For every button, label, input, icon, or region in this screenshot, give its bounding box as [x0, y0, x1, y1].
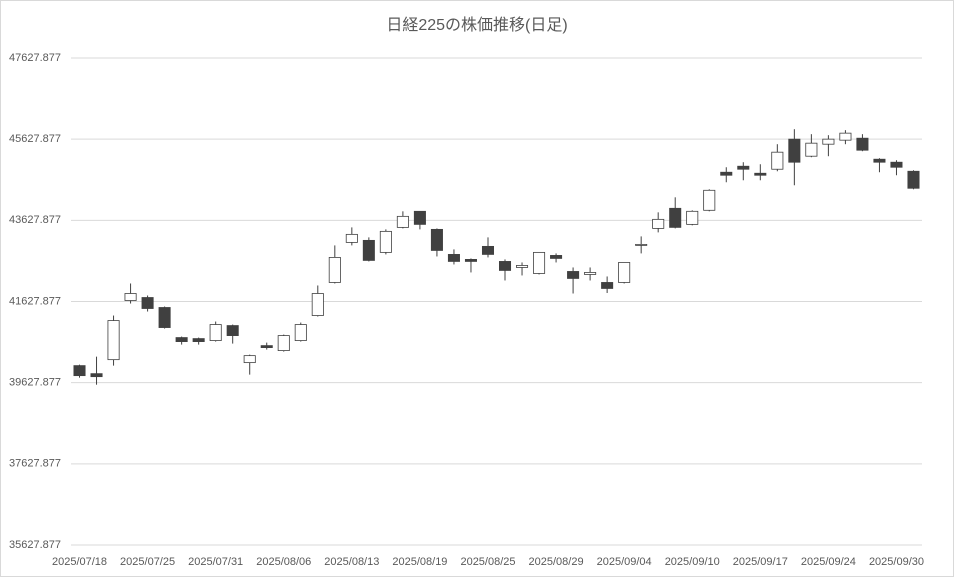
- x-tick-label: 2025/07/31: [188, 556, 243, 568]
- x-tick-label: 2025/08/13: [324, 556, 379, 568]
- chart-title: 日経225の株価推移(日足): [386, 16, 567, 34]
- candle-body: [737, 165, 750, 170]
- candle-body: [533, 251, 546, 274]
- candle-body: [686, 210, 699, 225]
- y-tick-label: 41627.877: [9, 295, 61, 307]
- candle-body: [652, 218, 665, 229]
- candle-body: [754, 172, 767, 176]
- candle-body: [481, 245, 495, 255]
- candle-body: [413, 210, 426, 225]
- candle-body: [226, 325, 239, 336]
- x-tick-label: 2025/09/10: [665, 556, 720, 568]
- x-tick-label: 2025/09/30: [869, 556, 924, 568]
- candle-body: [107, 320, 120, 361]
- candle-body: [277, 335, 290, 352]
- candle-body: [601, 282, 614, 289]
- candle-body: [584, 272, 597, 275]
- candle-body: [430, 228, 443, 251]
- candle-body: [771, 151, 784, 170]
- candle-body: [328, 257, 341, 283]
- y-tick-label: 37627.877: [9, 458, 61, 470]
- x-tick-label: 2025/07/18: [52, 556, 107, 568]
- candle-body: [243, 355, 256, 364]
- candle-body: [788, 138, 801, 163]
- candle-body: [720, 171, 733, 176]
- candle-body: [209, 324, 222, 341]
- candle-body: [873, 158, 886, 163]
- x-tick-label: 2025/08/29: [529, 556, 584, 568]
- x-tick-label: 2025/09/17: [733, 556, 788, 568]
- candle-body: [73, 365, 86, 377]
- candle-body: [90, 373, 103, 378]
- candle-body: [805, 142, 818, 157]
- candle-body: [703, 189, 716, 211]
- candle-body: [890, 161, 903, 168]
- y-tick-label: 39627.877: [9, 377, 61, 389]
- candle-body: [362, 239, 375, 261]
- candle-body: [550, 255, 563, 259]
- candle-body: [635, 243, 648, 246]
- candle-body: [175, 337, 188, 342]
- candle-body: [141, 297, 154, 309]
- candle-body: [839, 132, 852, 141]
- x-tick-label: 2025/09/24: [801, 556, 856, 568]
- candle-body: [669, 207, 682, 228]
- candle-body: [498, 261, 512, 271]
- y-tick-label: 43627.877: [9, 214, 61, 226]
- x-tick-label: 2025/07/25: [120, 556, 175, 568]
- candle-body: [567, 271, 580, 279]
- candle-body: [447, 254, 460, 262]
- candle-body: [294, 324, 307, 341]
- candle-body: [822, 138, 835, 145]
- candle-body: [907, 170, 920, 189]
- x-tick-label: 2025/08/25: [460, 556, 515, 568]
- candle-body: [516, 265, 529, 268]
- y-tick-label: 35627.877: [9, 539, 61, 551]
- y-tick-label: 45627.877: [9, 133, 61, 145]
- candle-body: [345, 233, 358, 243]
- candle-body: [260, 345, 273, 348]
- candle-body: [124, 293, 137, 301]
- y-tick-label: 47627.877: [9, 52, 61, 64]
- candle-body: [396, 215, 409, 228]
- candle-body: [158, 307, 171, 328]
- candle-body: [856, 137, 869, 151]
- x-tick-label: 2025/08/19: [392, 556, 447, 568]
- candle-body: [311, 293, 324, 316]
- x-tick-label: 2025/09/04: [597, 556, 652, 568]
- candle-body: [379, 230, 392, 253]
- candle-body: [618, 262, 631, 283]
- candle-body: [192, 338, 205, 342]
- x-tick-label: 2025/08/06: [256, 556, 311, 568]
- candle-body: [464, 259, 477, 262]
